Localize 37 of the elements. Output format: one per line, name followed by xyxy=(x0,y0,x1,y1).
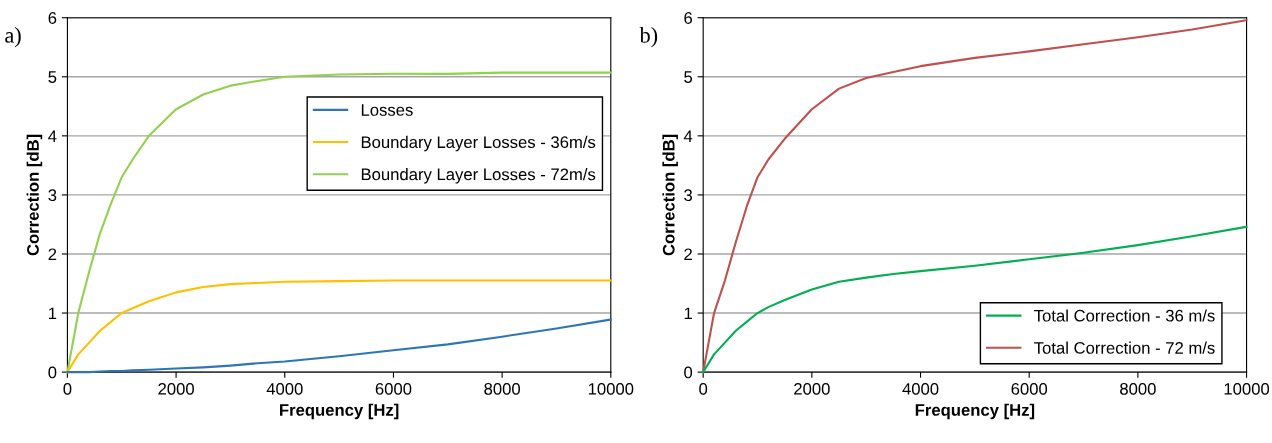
y-tick-label: 6 xyxy=(48,12,57,24)
y-axis-title: Correction [dB] xyxy=(662,134,678,256)
x-tick-label: 10000 xyxy=(1224,382,1270,395)
y-tick-label: 2 xyxy=(48,248,57,261)
y-tick-label: 3 xyxy=(48,189,57,202)
legend-label: Losses xyxy=(361,104,413,116)
x-tick-label: 8000 xyxy=(484,382,521,395)
legend-label: Boundary Layer Losses - 36m/s xyxy=(361,135,596,152)
y-tick-label: 0 xyxy=(684,366,693,379)
y-tick-label: 3 xyxy=(684,189,693,202)
legend-label: Boundary Layer Losses - 72m/s xyxy=(361,168,596,184)
x-tick-label: 4000 xyxy=(902,382,939,395)
legend-label: Total Correction - 36 m/s xyxy=(1034,309,1215,322)
x-tick-label: 8000 xyxy=(1120,382,1156,395)
y-tick-label: 1 xyxy=(684,307,692,320)
x-tick-label: 0 xyxy=(63,382,72,395)
x-tick-label: 2000 xyxy=(158,382,194,395)
y-tick-label: 5 xyxy=(48,71,57,83)
x-axis-title: Frequency [Hz] xyxy=(280,403,399,420)
y-tick-label: 0 xyxy=(48,366,57,379)
text: b) xyxy=(639,27,658,48)
x-tick-label: 4000 xyxy=(266,382,303,395)
text: a) xyxy=(5,27,21,48)
y-tick-label: 1 xyxy=(49,307,57,320)
y-tick-label: 5 xyxy=(684,71,693,83)
y-tick-label: 4 xyxy=(48,130,57,142)
y-tick-label: 2 xyxy=(684,248,692,261)
legend-label: Total Correction - 72 m/s xyxy=(1034,341,1215,354)
x-tick-label: 10000 xyxy=(588,382,634,395)
x-tick-label: 6000 xyxy=(375,382,412,395)
y-tick-label: 6 xyxy=(684,12,693,24)
x-axis-title: Frequency [Hz] xyxy=(915,403,1035,420)
y-tick-label: 4 xyxy=(683,130,693,142)
x-tick-label: 0 xyxy=(699,382,708,395)
x-tick-label: 6000 xyxy=(1011,382,1048,395)
x-tick-label: 2000 xyxy=(794,382,830,395)
y-axis-title: Correction [dB] xyxy=(26,134,43,256)
